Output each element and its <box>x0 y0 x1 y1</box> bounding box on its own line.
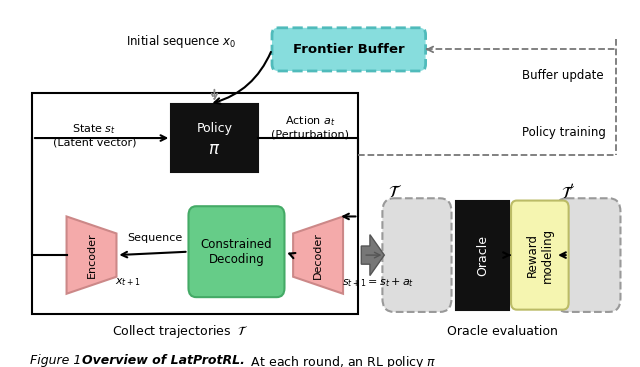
Text: Oracle: Oracle <box>476 235 489 276</box>
Text: Sequence: Sequence <box>127 233 182 243</box>
Text: Overview of LatProtRL.: Overview of LatProtRL. <box>82 354 244 367</box>
Text: $x_{t+1}$: $x_{t+1}$ <box>115 276 141 288</box>
FancyBboxPatch shape <box>556 198 621 312</box>
FancyBboxPatch shape <box>511 200 569 310</box>
Text: Policy: Policy <box>196 123 232 135</box>
Text: Constrained
Decoding: Constrained Decoding <box>201 238 272 266</box>
Text: $\pi$: $\pi$ <box>208 141 221 159</box>
FancyBboxPatch shape <box>272 28 426 71</box>
Polygon shape <box>67 217 116 294</box>
Text: Decoder: Decoder <box>313 232 323 279</box>
Text: $\mathcal{T}$: $\mathcal{T}$ <box>388 184 402 201</box>
FancyBboxPatch shape <box>189 206 285 297</box>
Text: Buffer update: Buffer update <box>522 69 604 82</box>
Text: Initial sequence $x_0$: Initial sequence $x_0$ <box>125 33 236 50</box>
FancyBboxPatch shape <box>456 200 509 310</box>
Text: $\mathcal{T}'$: $\mathcal{T}'$ <box>561 183 575 202</box>
FancyBboxPatch shape <box>172 104 258 172</box>
FancyBboxPatch shape <box>383 198 452 312</box>
Text: Oracle evaluation: Oracle evaluation <box>447 325 558 338</box>
Text: Figure 1: Figure 1 <box>30 354 90 367</box>
Text: Action $a_t$
(Perturbation): Action $a_t$ (Perturbation) <box>271 114 349 139</box>
Text: Policy training: Policy training <box>522 126 605 139</box>
Text: Collect trajectories  $\mathcal{T}$: Collect trajectories $\mathcal{T}$ <box>113 323 249 340</box>
Polygon shape <box>293 217 343 294</box>
Polygon shape <box>362 235 385 276</box>
Text: $s_{t+1} = s_t + a_t$: $s_{t+1} = s_t + a_t$ <box>342 276 414 289</box>
Text: Frontier Buffer: Frontier Buffer <box>293 43 404 56</box>
Text: Reward
modeling: Reward modeling <box>526 228 554 283</box>
Text: At each round, an RL policy $\pi$: At each round, an RL policy $\pi$ <box>243 354 437 367</box>
Text: State $s_t$
(Latent vector): State $s_t$ (Latent vector) <box>52 122 136 147</box>
Text: Encoder: Encoder <box>86 232 97 278</box>
